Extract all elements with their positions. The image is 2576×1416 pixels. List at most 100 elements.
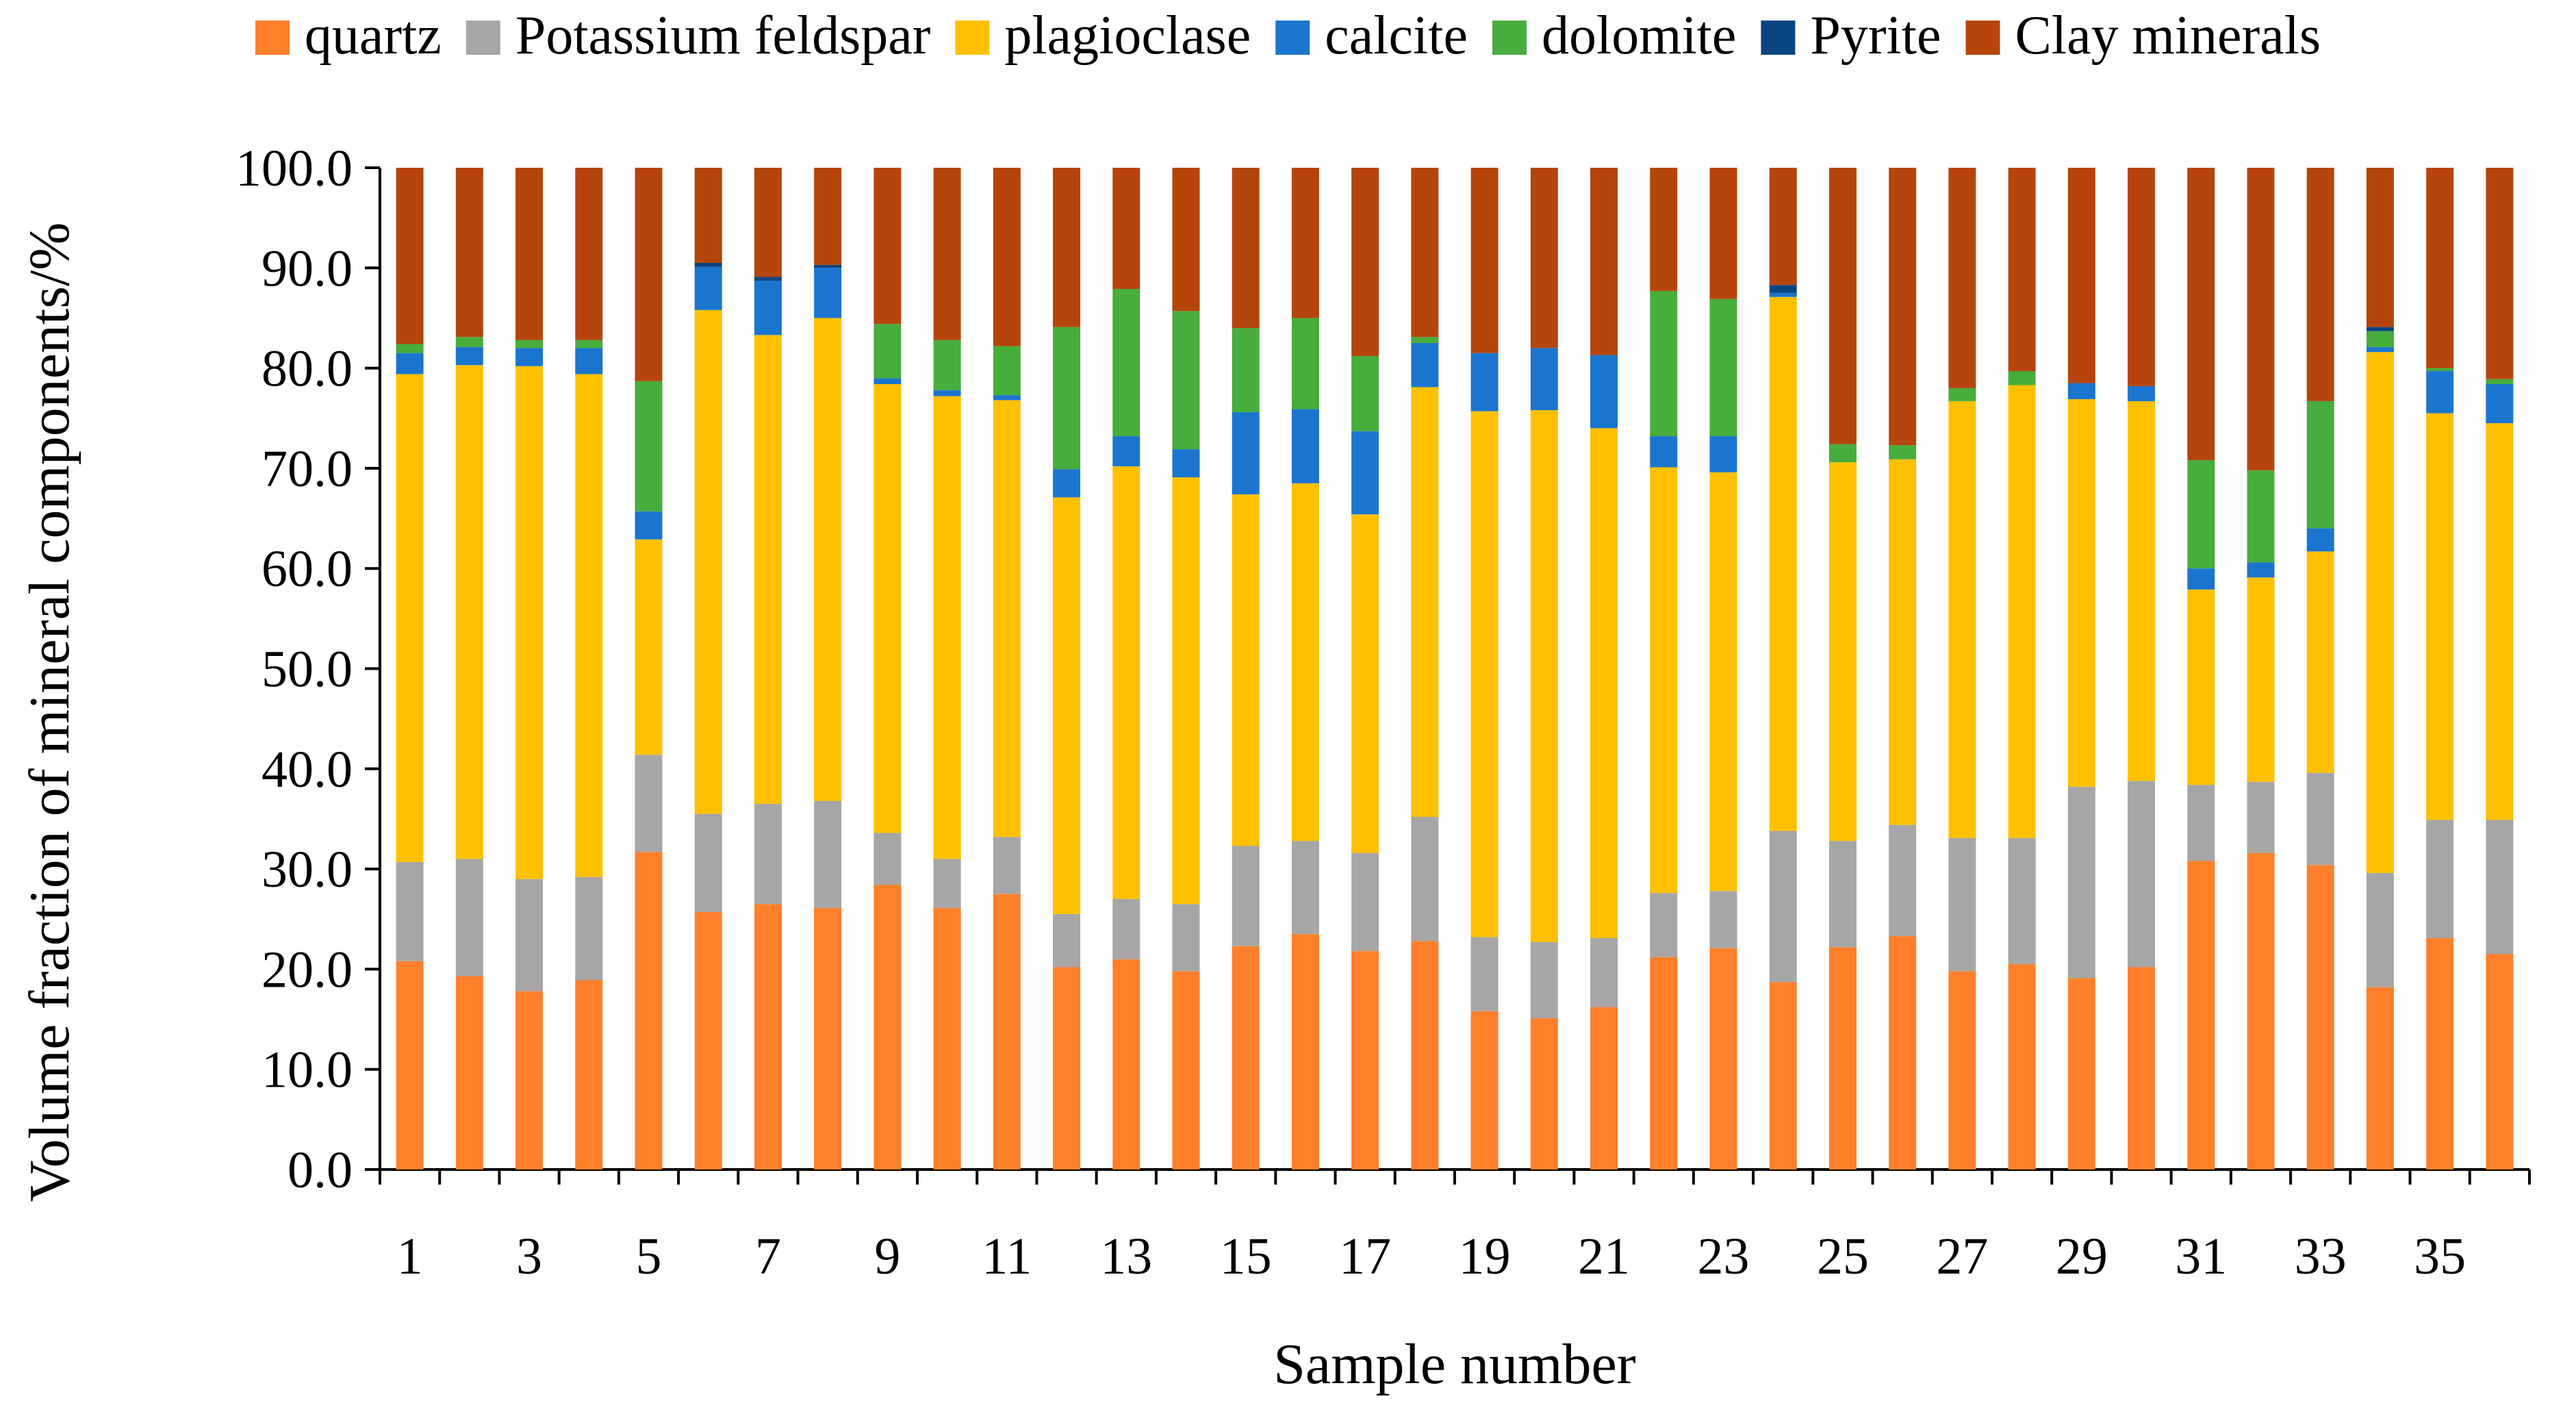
bar-segment-calcite-32 [2247,562,2275,578]
bar-segment-dolomite-26 [1889,445,1917,459]
bar-segment-quartz-31 [2187,861,2215,1170]
bar-segment-clay-minerals-13 [1112,168,1140,290]
bar-segment-potassium-feldspar-21 [1590,938,1618,1007]
bar-segment-potassium-feldspar-27 [1948,837,1976,972]
bar-segment-calcite-1 [396,353,424,375]
bar-segment-quartz-1 [396,961,424,1170]
bar-segment-calcite-30 [2128,385,2156,401]
x-tick-label: 3 [516,1228,542,1285]
bar-segment-potassium-feldspar-13 [1112,898,1140,959]
bar-segment-plagioclase-25 [1828,462,1857,842]
x-tick-label: 9 [874,1228,900,1285]
y-tick-label: 100.0 [235,140,353,197]
bar-segment-potassium-feldspar-12 [1053,913,1081,968]
bar-segment-calcite-8 [814,268,842,318]
legend-label: Clay minerals [2015,5,2321,66]
bar-segment-calcite-33 [2306,528,2334,552]
x-tick-label: 7 [755,1228,781,1285]
x-tick-labels: 1 3 5 7 9 11 13 15 17 19 21 23 25 27 29 31 33 35 [379,1170,2531,1285]
bar-segment-potassium-feldspar-36 [2486,820,2514,954]
bar-segment-quartz-2 [455,976,483,1170]
bar-segment-potassium-feldspar-35 [2426,820,2454,939]
bar-segment-clay-minerals-32 [2247,168,2275,470]
x-tick-label: 5 [636,1228,662,1285]
bar-segment-potassium-feldspar-29 [2067,787,2095,978]
bar-segment-dolomite-25 [1828,444,1857,463]
bar-segment-calcite-36 [2486,384,2514,424]
legend-swatch [1965,21,2000,55]
bar-segment-quartz-28 [2008,964,2036,1170]
bar-segment-plagioclase-33 [2306,551,2334,773]
bar-segment-potassium-feldspar-15 [1232,846,1260,946]
legend-label: dolomite [1542,5,1736,66]
bar-segment-dolomite-10 [933,340,961,390]
bar-segment-clay-minerals-12 [1053,168,1081,327]
bar-segment-quartz-21 [1590,1007,1618,1170]
legend-swatch [466,21,500,55]
bar-segment-plagioclase-34 [2366,352,2394,873]
bar-segment-quartz-10 [933,908,961,1170]
bar-segment-potassium-feldspar-20 [1530,941,1558,1019]
bar-segment-calcite-35 [2426,370,2454,414]
legend-item: plagioclase [955,5,1251,66]
bar-segment-clay-minerals-4 [575,168,603,340]
bar-segment-plagioclase-36 [2486,423,2514,820]
x-tick-label: 29 [2056,1228,2108,1285]
bar-segment-plagioclase-23 [1709,472,1737,892]
bar-segment-potassium-feldspar-10 [933,859,961,909]
bar-segment-plagioclase-12 [1053,497,1081,914]
bar-segment-clay-minerals-1 [396,168,424,344]
bar-segment-dolomite-4 [575,340,603,349]
x-tick-label: 21 [1578,1228,1630,1285]
bar-segment-potassium-feldspar-22 [1650,893,1678,957]
bar-segment-potassium-feldspar-26 [1889,824,1917,937]
y-axis-label: Volume fraction of mineral components/% [18,223,81,1202]
legend-item: quartz [255,5,442,66]
bar-segment-quartz-19 [1470,1011,1499,1170]
x-tick-label: 1 [397,1228,423,1285]
x-tick-label: 31 [2175,1228,2227,1285]
bar-segment-dolomite-15 [1232,328,1260,412]
y-tick-label: 90.0 [262,240,353,297]
bar-segment-potassium-feldspar-17 [1351,852,1379,952]
bar-segment-potassium-feldspar-33 [2306,772,2334,865]
bar-segment-potassium-feldspar-6 [694,813,722,913]
bar-segment-clay-minerals-29 [2067,168,2095,383]
bar-segment-dolomite-1 [396,344,424,353]
bar-segment-calcite-12 [1053,469,1081,498]
bar-segment-quartz-6 [694,912,722,1170]
bar-segment-quartz-11 [993,894,1021,1170]
bar-segment-potassium-feldspar-2 [455,859,483,976]
bar-segment-quartz-17 [1351,951,1379,1170]
bar-segment-potassium-feldspar-18 [1411,817,1439,941]
bar-segment-calcite-9 [873,378,902,385]
bar-segment-clay-minerals-28 [2008,168,2036,371]
bar-segment-quartz-9 [873,885,902,1170]
x-tick-label: 13 [1100,1228,1152,1285]
bar-segment-calcite-24 [1769,292,1797,297]
bar-segment-calcite-21 [1590,355,1618,429]
bar-segment-potassium-feldspar-5 [635,755,663,852]
bar-segment-calcite-31 [2187,568,2215,590]
bar-segment-dolomite-14 [1172,311,1200,450]
bar-segment-plagioclase-4 [575,374,603,877]
bar-segment-dolomite-28 [2008,370,2036,385]
bar-segment-dolomite-22 [1650,290,1678,437]
bar-segment-plagioclase-26 [1889,459,1917,825]
bar-segment-dolomite-33 [2306,401,2334,529]
legend-label: Pyrite [1810,5,1941,66]
y-tick-label: 0.0 [288,1141,353,1199]
bar-segment-plagioclase-24 [1769,296,1797,831]
bar-segment-plagioclase-20 [1530,410,1558,942]
bar-segment-clay-minerals-6 [694,168,722,263]
y-tick-label: 20.0 [262,941,353,998]
legend-item: Clay minerals [1965,5,2321,66]
bar-segment-dolomite-11 [993,346,1021,396]
bar-segment-calcite-34 [2366,346,2394,353]
bar-segment-plagioclase-15 [1232,494,1260,846]
bar-segment-calcite-5 [635,511,663,540]
bar-segment-potassium-feldspar-16 [1291,841,1319,935]
x-tick-label: 19 [1459,1228,1511,1285]
bar-segment-pyrite-24 [1769,285,1797,293]
bar-segment-clay-minerals-17 [1351,168,1379,357]
